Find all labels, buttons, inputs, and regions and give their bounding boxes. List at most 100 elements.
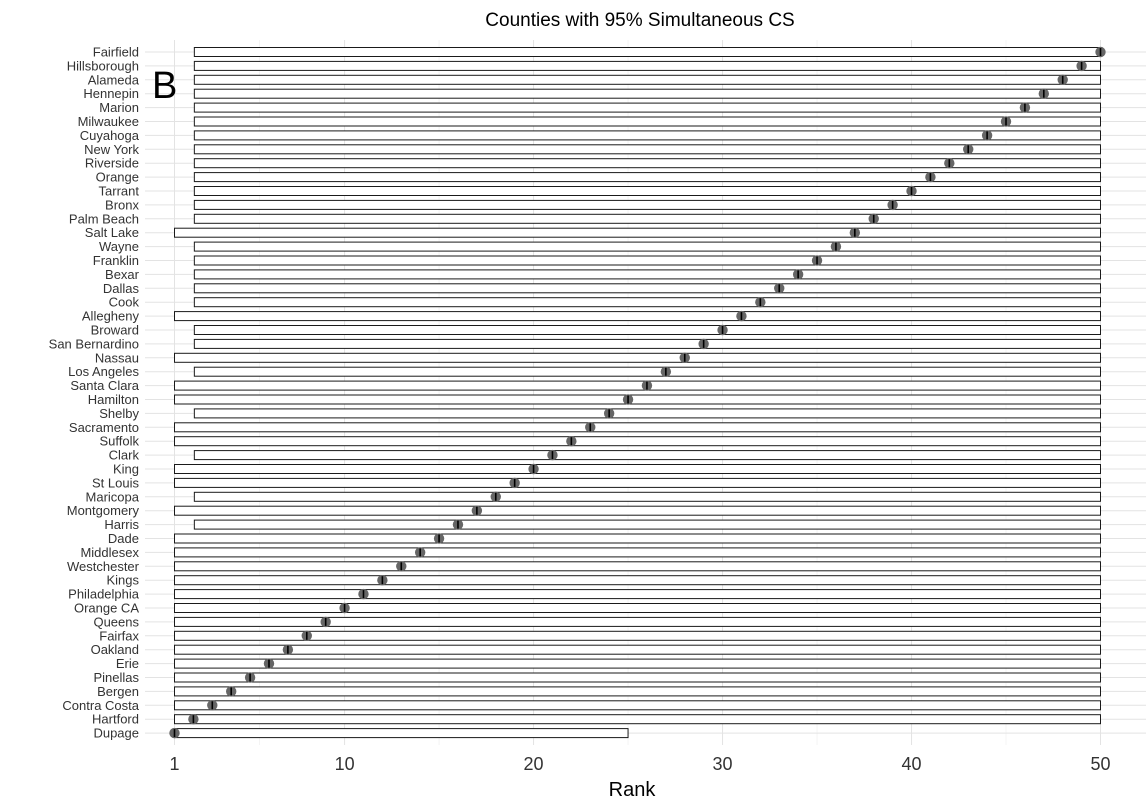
y-tick-label: Philadelphia	[68, 587, 140, 602]
interval-bar	[193, 408, 1102, 419]
y-tick-label: Dupage	[93, 726, 139, 741]
interval-bar	[193, 491, 1102, 502]
interval-bar	[193, 213, 1102, 224]
interval-bar	[193, 130, 1102, 141]
x-axis-title: Rank	[609, 779, 657, 801]
y-tick-label: Bronx	[105, 197, 139, 212]
interval-bar	[193, 519, 1102, 530]
y-tick-label: Santa Clara	[70, 378, 139, 393]
y-tick-label: St Louis	[92, 475, 139, 490]
y-tick-label: Bergen	[97, 684, 139, 699]
y-tick-label: Oakland	[91, 642, 139, 657]
y-tick-label: Hillsborough	[67, 58, 139, 73]
y-tick-label: Erie	[116, 656, 139, 671]
y-tick-label: Broward	[91, 323, 139, 338]
y-tick-label: Maricopa	[86, 489, 140, 504]
interval-bar	[193, 60, 1102, 71]
y-tick-label: Franklin	[93, 253, 139, 268]
interval-bar	[174, 630, 1101, 641]
chart-title: Counties with 95% Simultaneous CS	[485, 10, 794, 31]
interval-bar	[174, 575, 1101, 586]
y-tick-label: Marion	[99, 100, 139, 115]
y-tick-label: Tarrant	[99, 184, 140, 199]
y-axis-labels: FairfieldHillsboroughAlamedaHennepinMari…	[49, 45, 140, 741]
interval-bar	[174, 394, 1101, 405]
interval-bar	[174, 603, 1101, 613]
x-tick-label: 20	[524, 754, 544, 774]
y-tick-label: Westchester	[67, 559, 140, 574]
x-tick-label: 10	[335, 754, 355, 774]
interval-bar	[174, 644, 1101, 655]
y-tick-label: Middlesex	[80, 545, 139, 560]
y-tick-label: Kings	[106, 573, 139, 588]
y-tick-label: Dallas	[103, 281, 140, 296]
y-tick-label: Wayne	[99, 239, 139, 254]
y-tick-label: Bexar	[105, 267, 140, 282]
y-tick-label: Pinellas	[93, 670, 139, 685]
y-tick-label: Harris	[104, 517, 139, 532]
interval-bar	[193, 325, 1102, 335]
y-tick-label: King	[113, 462, 139, 477]
interval-bar	[174, 616, 1101, 627]
y-tick-label: Fairfield	[93, 45, 139, 60]
interval-bar	[174, 700, 1101, 711]
x-tick-label: 1	[169, 754, 179, 774]
y-tick-label: Montgomery	[67, 503, 140, 518]
panel-label: B	[152, 65, 177, 107]
interval-bar	[174, 380, 1101, 391]
y-tick-label: Hennepin	[83, 86, 139, 101]
interval-bar	[174, 477, 1101, 488]
y-tick-label: Dade	[108, 531, 139, 546]
y-tick-label: Nassau	[95, 350, 139, 365]
y-tick-label: Contra Costa	[62, 698, 139, 713]
interval-bar	[174, 533, 1101, 544]
interval-bar	[174, 589, 1101, 600]
interval-bar	[174, 686, 1101, 697]
interval-bar	[193, 186, 1102, 196]
y-tick-label: Clark	[109, 448, 140, 463]
x-tick-label: 50	[1090, 754, 1110, 774]
interval-bar	[174, 658, 1101, 669]
y-tick-label: Cook	[109, 295, 140, 310]
interval-bar	[193, 102, 1102, 113]
rank-points	[169, 46, 1106, 739]
y-tick-label: Queens	[93, 614, 139, 629]
interval-bar	[193, 172, 1102, 183]
y-tick-label: Shelby	[99, 406, 139, 421]
x-tick-label: 30	[713, 754, 733, 774]
interval-bar	[193, 297, 1102, 308]
interval-bar	[174, 505, 1101, 516]
y-tick-label: Hartford	[92, 712, 139, 727]
interval-bar	[193, 241, 1102, 252]
interval-bar	[193, 199, 1102, 210]
y-tick-label: New York	[84, 142, 139, 157]
interval-bar	[193, 74, 1102, 85]
y-tick-label: Fairfax	[99, 628, 139, 643]
interval-bar	[193, 338, 1102, 349]
interval-bar	[193, 158, 1102, 169]
x-axis-labels: 1 10 20 30 40 50	[169, 754, 1110, 774]
interval-bar	[193, 269, 1102, 280]
y-tick-label: Suffolk	[99, 434, 139, 449]
interval-bar	[193, 116, 1102, 127]
y-tick-label: San Bernardino	[49, 336, 139, 351]
interval-bar	[174, 422, 1101, 433]
interval-bar	[174, 728, 629, 739]
interval-bar	[193, 144, 1102, 155]
y-tick-label: Riverside	[85, 156, 139, 171]
x-tick-label: 40	[902, 754, 922, 774]
interval-bar	[193, 366, 1102, 377]
interval-bar	[174, 436, 1101, 447]
interval-bar	[193, 255, 1102, 266]
y-tick-label: Sacramento	[69, 420, 139, 435]
interval-bar	[193, 88, 1102, 99]
interval-bar	[174, 311, 1101, 322]
interval-bar	[174, 352, 1101, 363]
interval-bar	[174, 714, 1101, 725]
interval-bar	[193, 283, 1102, 294]
interval-bar	[174, 561, 1101, 572]
y-tick-label: Salt Lake	[85, 225, 139, 240]
interval-bar	[193, 47, 1102, 57]
interval-bar	[174, 547, 1101, 558]
